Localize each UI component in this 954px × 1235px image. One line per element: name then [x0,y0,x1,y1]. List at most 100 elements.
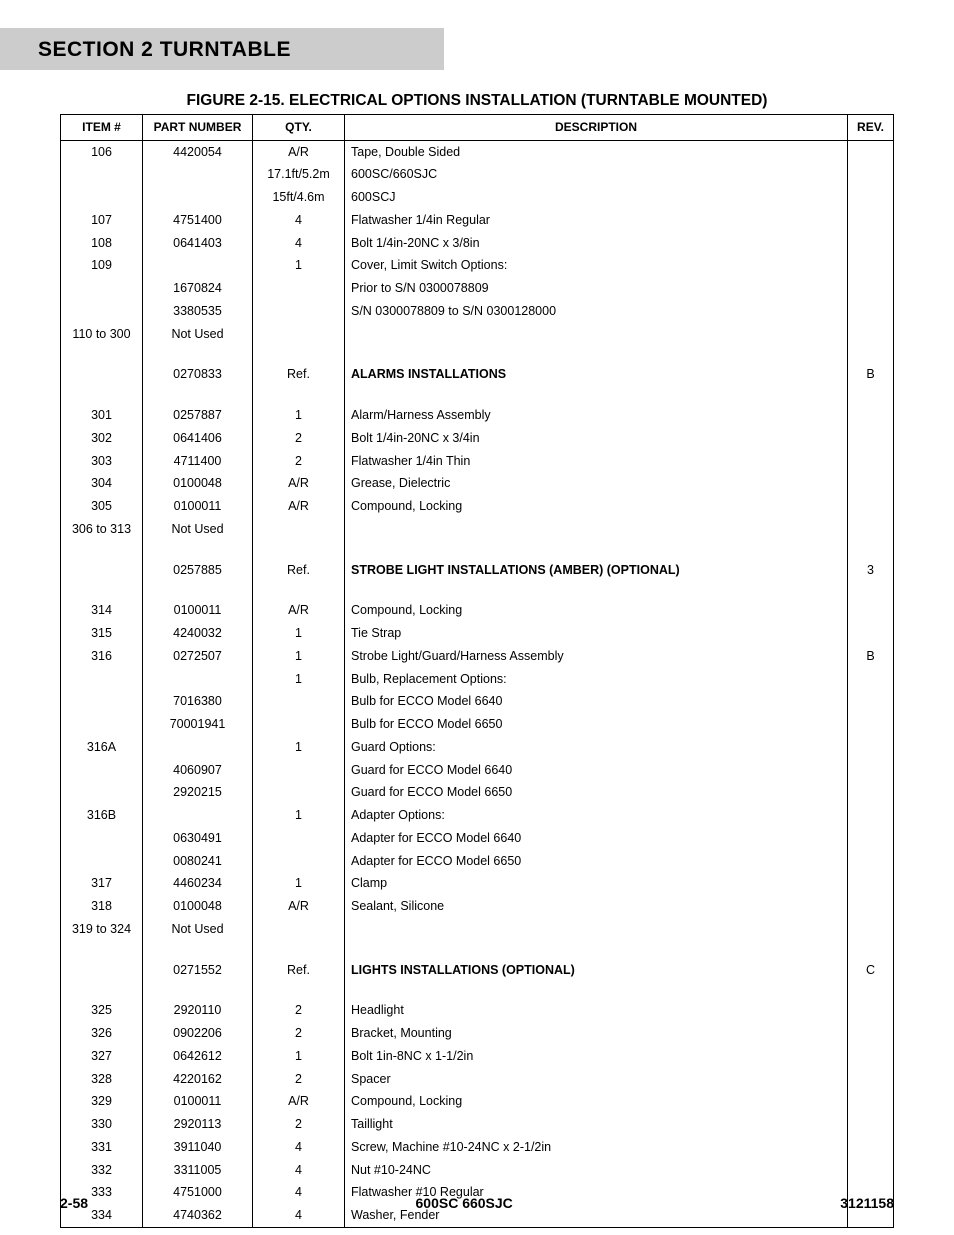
spacer-cell [345,582,848,600]
cell-rev [848,1045,894,1068]
table-row: 3140100011A/RCompound, Locking [61,600,894,623]
cell-part: 0902206 [143,1023,253,1046]
cell-part: Not Used [143,918,253,941]
cell-desc: Guard for ECCO Model 6650 [345,782,848,805]
cell-part: 2920215 [143,782,253,805]
cell-desc: Bolt 1in-8NC x 1-1/2in [345,1045,848,1068]
cell-qty: 1 [253,623,345,646]
spacer-cell [61,941,143,959]
section-title: SECTION 2 TURNTABLE [38,38,432,62]
cell-item: 326 [61,1023,143,1046]
table-row: 32842201622Spacer [61,1068,894,1091]
cell-item: 330 [61,1114,143,1137]
cell-rev [848,1159,894,1182]
cell-rev [848,1000,894,1023]
table-row: 1064420054A/RTape, Double Sided [61,141,894,164]
table-row: 109 1Cover, Limit Switch Options: [61,255,894,278]
cell-rev: B [848,645,894,668]
spacer-cell [253,582,345,600]
cell-part: Not Used [143,518,253,541]
spacer-cell [61,541,143,559]
cell-qty [253,827,345,850]
cell-rev [848,323,894,346]
cell-qty: 4 [253,209,345,232]
cell-part: 3911040 [143,1136,253,1159]
cell-part: 4711400 [143,450,253,473]
cell-desc: Tape, Double Sided [345,141,848,164]
cell-desc: Cover, Limit Switch Options: [345,255,848,278]
cell-qty: Ref. [253,959,345,982]
cell-part: 0100011 [143,496,253,519]
spacer-cell [345,982,848,1000]
spacer-cell [253,982,345,1000]
cell-qty: A/R [253,141,345,164]
table-row: 1670824Prior to S/N 0300078809 [61,278,894,301]
table-row: 3290100011A/RCompound, Locking [61,1091,894,1114]
cell-rev [848,600,894,623]
cell-desc: Headlight [345,1000,848,1023]
cell-part: 0100011 [143,1091,253,1114]
cell-item: 110 to 300 [61,323,143,346]
cell-rev [848,1068,894,1091]
cell-rev [848,232,894,255]
cell-qty: 1 [253,255,345,278]
table-row: 0080241Adapter for ECCO Model 6650 [61,850,894,873]
cell-rev [848,473,894,496]
cell-item [61,164,143,187]
cell-item: 306 to 313 [61,518,143,541]
table-row: 15ft/4.6m600SCJ [61,187,894,210]
cell-rev [848,518,894,541]
spacer-cell [848,346,894,364]
cell-rev [848,736,894,759]
cell-part: 3380535 [143,300,253,323]
cell-part: 4751400 [143,209,253,232]
cell-part: 70001941 [143,714,253,737]
cell-part: 2920113 [143,1114,253,1137]
cell-part: 0271552 [143,959,253,982]
col-header-qty: QTY. [253,115,345,141]
table-row: 0271552Ref.LIGHTS INSTALLATIONS (OPTIONA… [61,959,894,982]
spacer-cell [253,941,345,959]
cell-desc: Flatwasher 1/4in Thin [345,450,848,473]
cell-desc: Bulb for ECCO Model 6650 [345,714,848,737]
cell-rev: C [848,959,894,982]
cell-item: 109 [61,255,143,278]
spacer-cell [143,346,253,364]
cell-desc [345,918,848,941]
cell-item [61,300,143,323]
cell-desc: Prior to S/N 0300078809 [345,278,848,301]
cell-item [61,187,143,210]
cell-qty [253,278,345,301]
cell-item: 305 [61,496,143,519]
cell-desc: Flatwasher 1/4in Regular [345,209,848,232]
cell-qty: 1 [253,1045,345,1068]
table-row: 0270833Ref.ALARMS INSTALLATIONSB [61,364,894,387]
cell-part: 7016380 [143,691,253,714]
table-row: 3180100048A/RSealant, Silicone [61,896,894,919]
cell-qty [253,850,345,873]
cell-desc: Tie Strap [345,623,848,646]
cell-qty: 1 [253,873,345,896]
cell-part: 0272507 [143,645,253,668]
cell-item: 108 [61,232,143,255]
cell-desc: Bolt 1/4in-20NC x 3/8in [345,232,848,255]
cell-item [61,691,143,714]
table-header-row: ITEM # PART NUMBER QTY. DESCRIPTION REV. [61,115,894,141]
cell-item [61,278,143,301]
cell-desc: LIGHTS INSTALLATIONS (OPTIONAL) [345,959,848,982]
cell-item [61,782,143,805]
spacer-cell [848,541,894,559]
cell-rev [848,187,894,210]
cell-rev [848,759,894,782]
cell-item [61,714,143,737]
cell-desc: Taillight [345,1114,848,1137]
cell-qty: A/R [253,600,345,623]
spacer-cell [61,346,143,364]
cell-item [61,827,143,850]
footer-center: 600SC 660SJC [416,1195,513,1211]
cell-desc: Strobe Light/Guard/Harness Assembly [345,645,848,668]
table-row: 306 to 313Not Used [61,518,894,541]
cell-rev [848,714,894,737]
cell-part: 0257885 [143,559,253,582]
cell-rev: B [848,364,894,387]
